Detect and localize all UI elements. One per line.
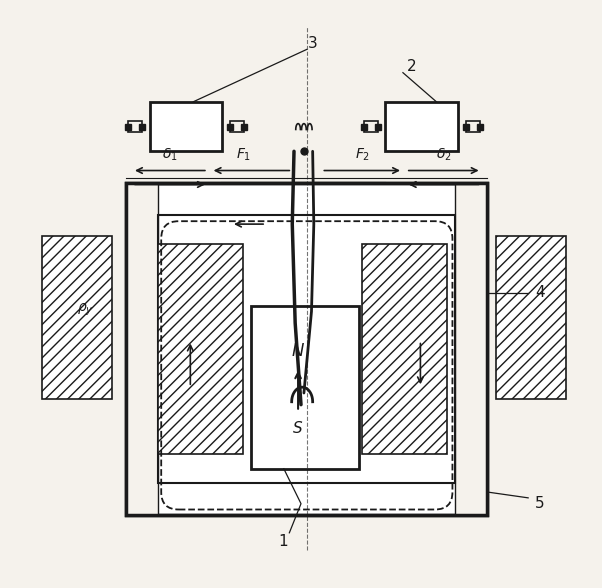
Text: $F_1$: $F_1$	[236, 146, 251, 163]
Text: $F_2$: $F_2$	[355, 146, 370, 163]
Bar	[126, 183, 158, 515]
Text: 3: 3	[308, 36, 317, 51]
Bar	[252, 306, 359, 469]
Text: 2: 2	[407, 59, 417, 74]
Text: 5: 5	[535, 496, 545, 511]
Bar	[496, 236, 566, 399]
Bar	[42, 236, 112, 399]
Bar	[126, 183, 488, 515]
Text: $\delta_1$: $\delta_1$	[162, 146, 178, 163]
Bar	[158, 215, 455, 483]
Text: $N$: $N$	[291, 343, 305, 360]
Text: 4: 4	[535, 285, 545, 300]
Bar	[158, 245, 243, 454]
Bar	[229, 121, 244, 132]
Bar	[362, 245, 447, 454]
Text: $\delta_2$: $\delta_2$	[436, 146, 452, 163]
Bar	[465, 121, 480, 132]
Bar	[126, 183, 488, 515]
Bar	[149, 102, 222, 151]
Text: 1: 1	[279, 534, 288, 549]
Bar	[385, 102, 458, 151]
Bar	[455, 183, 488, 515]
Text: $S$: $S$	[293, 420, 303, 436]
Bar	[364, 121, 378, 132]
Bar	[128, 121, 142, 132]
Text: $\rho_y$: $\rho_y$	[77, 301, 94, 318]
